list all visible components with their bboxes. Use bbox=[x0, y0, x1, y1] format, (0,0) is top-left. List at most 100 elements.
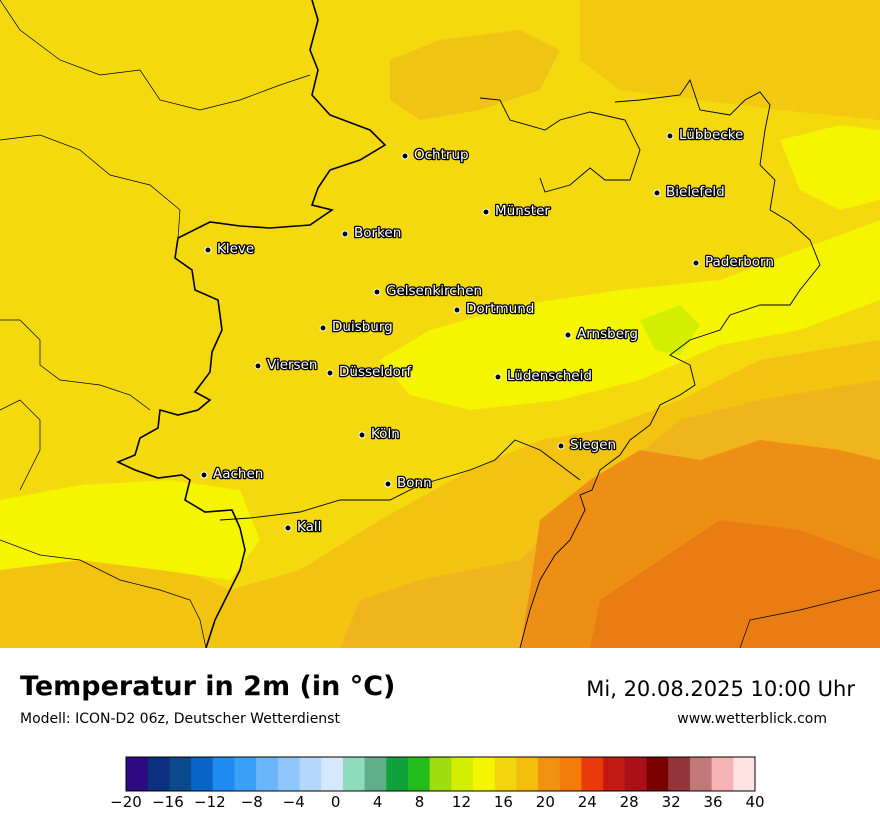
city-dot bbox=[692, 259, 700, 267]
legend-swatch bbox=[407, 757, 431, 791]
city-dot bbox=[666, 132, 674, 140]
city-arnsberg: Arnsberg bbox=[564, 325, 639, 343]
legend-swatch bbox=[646, 757, 669, 791]
legend-swatch bbox=[603, 757, 626, 791]
temperature-map: Lübbecke Ochtrup Bielefeld Münster Kleve… bbox=[0, 0, 880, 648]
legend-ticks: −20 −16 −12 −8 −4 0 4 8 12 16 20 24 28 32 36 40 bbox=[110, 793, 764, 811]
city-bonn: Bonn bbox=[384, 474, 433, 492]
legend-tick-label: 12 bbox=[452, 793, 471, 811]
legend-swatch bbox=[494, 757, 517, 791]
legend-tick-label: 0 bbox=[331, 793, 341, 811]
legend-tick-label: −4 bbox=[283, 793, 305, 811]
temperature-zone-cool-band bbox=[380, 220, 880, 410]
city-dot bbox=[373, 288, 381, 296]
legend-tick-label: 20 bbox=[536, 793, 555, 811]
legend-swatch bbox=[169, 757, 192, 791]
legend-swatch bbox=[711, 757, 734, 791]
city-duisburg: Duisburg bbox=[319, 318, 394, 336]
city-dot bbox=[326, 369, 334, 377]
map-canvas: Lübbecke Ochtrup Bielefeld Münster Kleve… bbox=[0, 0, 880, 648]
state-border-south bbox=[219, 439, 581, 521]
legend-swatches bbox=[125, 756, 756, 792]
legend-tick-label: 40 bbox=[745, 793, 764, 811]
city-label: Dortmund bbox=[466, 301, 534, 317]
city-muenster: Münster bbox=[482, 202, 552, 220]
legend-swatch bbox=[256, 757, 279, 791]
city-duesseldorf: Düsseldorf bbox=[326, 363, 414, 381]
city-aachen: Aachen bbox=[200, 465, 265, 483]
legend-swatch bbox=[299, 757, 322, 791]
city-label: Köln bbox=[371, 426, 400, 442]
city-label: Aachen bbox=[213, 466, 263, 482]
temperature-zone-cool-southwest bbox=[0, 480, 260, 580]
state-border bbox=[479, 97, 641, 193]
city-kleve: Kleve bbox=[204, 240, 256, 258]
city-label: Kleve bbox=[217, 241, 254, 257]
city-label: Bielefeld bbox=[666, 184, 725, 200]
legend-tick-label: 4 bbox=[373, 793, 383, 811]
city-dot bbox=[564, 331, 572, 339]
city-bielefeld: Bielefeld bbox=[653, 183, 726, 201]
city-gelsenkirchen: Gelsenkirchen bbox=[373, 282, 483, 300]
map-title: Temperatur in 2m (in °C) bbox=[20, 671, 396, 702]
city-dot bbox=[494, 373, 502, 381]
color-legend: −20 −16 −12 −8 −4 0 4 8 12 16 20 24 28 32 36 40 bbox=[100, 752, 780, 822]
legend-tick-label: 28 bbox=[620, 793, 639, 811]
city-label: Gelsenkirchen bbox=[386, 283, 482, 299]
legend-tick-label: 32 bbox=[662, 793, 681, 811]
legend-tick-label: −16 bbox=[152, 793, 184, 811]
legend-swatch bbox=[191, 757, 214, 791]
legend-swatch bbox=[386, 757, 409, 791]
district-border-southwest bbox=[0, 319, 151, 411]
legend-tick-label: 36 bbox=[704, 793, 723, 811]
source-link[interactable]: www.wetterblick.com bbox=[677, 711, 827, 727]
city-label: Lübbecke bbox=[679, 127, 743, 143]
city-label: Paderborn bbox=[705, 254, 774, 270]
legend-swatch bbox=[364, 757, 387, 791]
city-dot bbox=[200, 471, 208, 479]
city-label: Borken bbox=[354, 225, 401, 241]
city-label: Arnsberg bbox=[577, 326, 638, 342]
legend-swatch bbox=[516, 757, 539, 791]
city-label: Münster bbox=[495, 203, 550, 219]
city-markers: Lübbecke Ochtrup Bielefeld Münster Kleve… bbox=[200, 126, 775, 536]
legend-tick-label: 24 bbox=[578, 793, 597, 811]
city-dot bbox=[254, 362, 262, 370]
legend-swatch bbox=[342, 757, 366, 791]
legend-tick-label: −8 bbox=[241, 793, 263, 811]
legend-swatch bbox=[624, 757, 648, 791]
legend-canvas: −20 −16 −12 −8 −4 0 4 8 12 16 20 24 28 32 36 40 bbox=[110, 756, 765, 811]
city-koeln: Köln bbox=[358, 425, 401, 443]
legend-tick-label: −20 bbox=[110, 793, 142, 811]
legend-swatch bbox=[689, 757, 713, 791]
country-border bbox=[116, 0, 387, 648]
legend-swatch bbox=[234, 757, 257, 791]
model-info: Modell: ICON-D2 06z, Deutscher Wetterdie… bbox=[20, 711, 340, 727]
district-border-south-west bbox=[0, 399, 41, 491]
city-luebbecke: Lübbecke bbox=[666, 126, 745, 144]
city-viersen: Viersen bbox=[254, 356, 319, 374]
legend-tick-label: −12 bbox=[194, 793, 226, 811]
temperature-zone-warm-north bbox=[390, 30, 560, 120]
city-dot bbox=[319, 324, 327, 332]
city-dot bbox=[453, 306, 461, 314]
temperature-zone-cool-spot bbox=[640, 305, 700, 355]
city-dot bbox=[284, 524, 292, 532]
legend-swatch bbox=[147, 757, 170, 791]
legend-swatch bbox=[321, 757, 344, 791]
temperature-zone-warm-northeast bbox=[580, 0, 880, 120]
temperature-zone-cool-northeast bbox=[780, 125, 880, 210]
district-border-far-east bbox=[739, 589, 880, 648]
legend-swatch bbox=[126, 757, 149, 791]
city-label: Ochtrup bbox=[414, 147, 469, 163]
legend-swatch bbox=[733, 757, 756, 791]
city-label: Düsseldorf bbox=[339, 364, 412, 380]
city-siegen: Siegen bbox=[557, 436, 617, 454]
legend-swatch bbox=[668, 757, 691, 791]
borders bbox=[0, 0, 880, 648]
city-label: Siegen bbox=[570, 437, 616, 453]
legend-swatch bbox=[277, 757, 301, 791]
city-dot bbox=[557, 442, 565, 450]
city-dot bbox=[341, 230, 349, 238]
city-dot bbox=[384, 480, 392, 488]
